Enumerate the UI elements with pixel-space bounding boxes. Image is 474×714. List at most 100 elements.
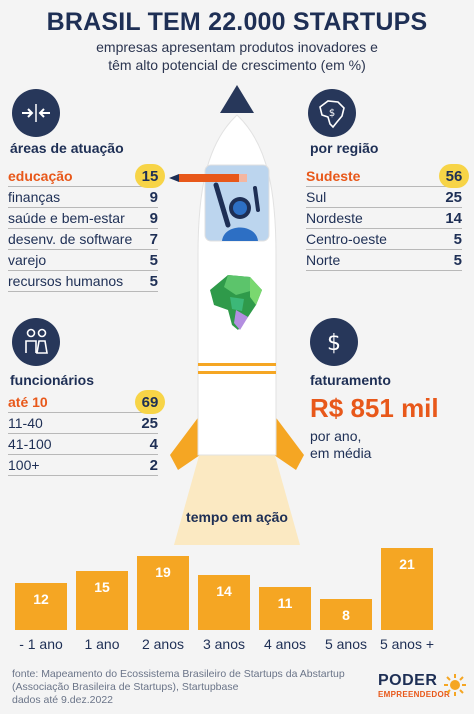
chart-bar: 21 xyxy=(381,548,433,630)
chart-x-tick-label: 3 anos xyxy=(202,636,246,652)
people-icon xyxy=(12,318,60,366)
pencil-icon xyxy=(169,174,247,182)
chart-bar: 8 xyxy=(320,599,372,630)
brazil-map-icon xyxy=(210,275,262,330)
employees-range-label: 11-40 xyxy=(8,415,43,431)
chart-bar-value: 14 xyxy=(216,583,232,599)
area-value-badge: 15 xyxy=(135,164,165,188)
svg-text:$: $ xyxy=(329,108,335,119)
sun-logo-icon xyxy=(444,674,466,696)
list-item: recursos humanos 5 xyxy=(8,271,158,292)
page-title: BRASIL TEM 22.000 STARTUPS xyxy=(46,8,428,36)
list-item: 11-40 25 xyxy=(8,413,158,434)
list-item: desenv. de software 7 xyxy=(8,229,158,250)
chart-bar: 11 xyxy=(259,587,311,630)
area-value: 5 xyxy=(149,251,158,269)
list-item: finanças 9 xyxy=(8,187,158,208)
chart-x-tick-label: 2 anos xyxy=(141,636,185,652)
employees-range-label: 41-100 xyxy=(8,436,52,452)
chart-bar: 19 xyxy=(137,556,189,630)
footer-line-2: (Associação Brasileira de Startups), Sta… xyxy=(12,681,239,693)
brazil-map-icon: $ xyxy=(308,89,356,137)
footer-line-1: fonte: Mapeamento do Ecossistema Brasile… xyxy=(12,668,345,680)
chart-x-tick-label: 1 ano xyxy=(84,636,120,652)
chart-bar: 14 xyxy=(198,575,250,630)
region-label: Sudeste xyxy=(306,168,361,184)
area-label: finanças xyxy=(8,189,61,205)
chart-bar-value: 15 xyxy=(94,579,110,595)
arrows-inward-icon xyxy=(12,89,60,137)
employees-value: 25 xyxy=(141,414,158,432)
regions-label: por região xyxy=(310,140,379,156)
region-value: 5 xyxy=(453,230,462,248)
area-label: saúde e bem-estar xyxy=(8,210,125,226)
region-value: 25 xyxy=(445,188,462,206)
employees-range-label: até 10 xyxy=(8,394,48,410)
list-item: Centro-oeste 5 xyxy=(306,229,462,250)
area-label: desenv. de software xyxy=(8,231,133,247)
revenue-value: R$ 851 mil xyxy=(310,393,439,423)
region-label: Centro-oeste xyxy=(306,231,387,247)
region-label: Norte xyxy=(306,252,341,268)
time-in-operation-chart: 12 - 1 ano 15 1 ano 19 2 anos 14 3 anos 11 4 anos… xyxy=(0,540,474,660)
list-item: Nordeste 14 xyxy=(306,208,462,229)
employees-label: funcionários xyxy=(10,372,95,388)
area-label: recursos humanos xyxy=(8,273,124,289)
list-item: Sul 25 xyxy=(306,187,462,208)
page-subtitle: empresas apresentam produtos inovadores … xyxy=(0,38,474,74)
region-value: 5 xyxy=(453,251,462,269)
regions-list: Sudeste 56 Sul 25 Nordeste 14 Centro-oes… xyxy=(306,164,469,271)
astronaut-icon xyxy=(213,182,260,241)
chart-bar-value: 8 xyxy=(342,607,350,623)
list-item: varejo 5 xyxy=(8,250,158,271)
area-value: 9 xyxy=(149,188,158,206)
revenue-note-line-1: por ano, xyxy=(310,428,362,444)
list-item: saúde e bem-estar 9 xyxy=(8,208,158,229)
subtitle-line-1: empresas apresentam produtos inovadores … xyxy=(96,39,378,55)
employees-list: até 10 69 11-40 25 41-100 4 100+ 2 xyxy=(8,390,165,476)
area-value: 7 xyxy=(149,230,158,248)
chart-bar-value: 19 xyxy=(155,564,171,580)
region-label: Sul xyxy=(306,189,327,205)
areas-list: educação 15 finanças 9 saúde e bem-estar… xyxy=(8,164,165,292)
list-item: Sudeste 56 xyxy=(306,164,469,188)
area-value: 5 xyxy=(149,272,158,290)
logo-main-text: PODER xyxy=(378,672,438,689)
chart-bar: 12 xyxy=(15,583,67,630)
footer-line-3: dados até 9.dez.2022 xyxy=(12,694,114,706)
employees-value: 4 xyxy=(149,435,158,453)
chart-bar-value: 12 xyxy=(33,591,49,607)
employees-value-badge: 69 xyxy=(135,390,165,414)
svg-text:$: $ xyxy=(327,331,341,356)
dollar-icon: $ xyxy=(310,318,358,366)
revenue-note: por ano, em média xyxy=(310,428,371,462)
list-item: até 10 69 xyxy=(8,390,165,414)
revenue-note-line-2: em média xyxy=(310,445,372,461)
list-item: educação 15 xyxy=(8,164,165,188)
footer-source: fonte: Mapeamento do Ecossistema Brasile… xyxy=(12,668,345,707)
chart-x-tick-label: 4 anos xyxy=(263,636,307,652)
chart-x-tick-label: 5 anos + xyxy=(379,636,435,652)
employees-range-label: 100+ xyxy=(8,457,40,473)
chart-title: tempo em ação xyxy=(186,509,288,525)
area-label: varejo xyxy=(8,252,47,268)
chart-bar: 15 xyxy=(76,571,128,630)
logo-sub-text: EMPREENDEDOR xyxy=(378,690,451,699)
revenue-label: faturamento xyxy=(310,372,391,388)
subtitle-line-2: têm alto potencial de crescimento (em %) xyxy=(108,57,366,73)
chart-bar-value: 11 xyxy=(277,595,293,611)
area-label: educação xyxy=(8,168,73,184)
list-item: 41-100 4 xyxy=(8,434,158,455)
chart-bar-value: 21 xyxy=(399,556,415,572)
chart-x-tick-label: 5 anos xyxy=(324,636,368,652)
region-value-badge: 56 xyxy=(439,164,469,188)
poder-logo: PODER EMPREENDEDOR xyxy=(378,672,468,706)
list-item: 100+ 2 xyxy=(8,455,158,476)
areas-label: áreas de atuação xyxy=(10,140,124,156)
region-label: Nordeste xyxy=(306,210,363,226)
list-item: Norte 5 xyxy=(306,250,462,271)
region-value: 14 xyxy=(445,209,462,227)
area-value: 9 xyxy=(149,209,158,227)
rocket-icon xyxy=(169,85,304,545)
employees-value: 2 xyxy=(149,456,158,474)
